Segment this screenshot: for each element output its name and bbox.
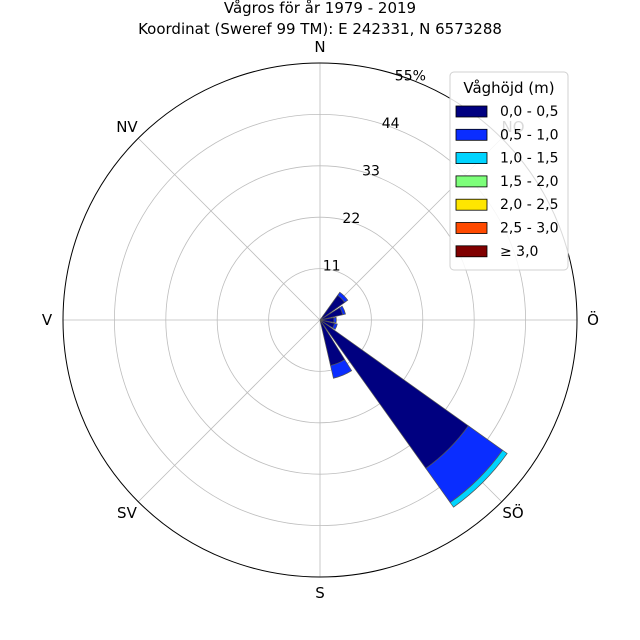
radial-tick-label: 55%: [395, 69, 426, 85]
direction-label: V: [42, 311, 53, 329]
bar-segment: [330, 359, 353, 379]
chart-title: Vågros för år 1979 - 2019: [224, 0, 416, 17]
direction-label: S: [315, 584, 325, 602]
direction-label: SÖ: [502, 503, 523, 522]
grid-ring: [216, 216, 424, 424]
legend-swatch: [455, 105, 488, 118]
polar-grid: [62, 62, 578, 578]
direction-label: N: [314, 38, 325, 56]
legend-entry-label: 1,0 - 1,5: [500, 151, 558, 167]
bar-segment: [332, 322, 338, 330]
radial-tick-label: 44: [382, 116, 400, 132]
grid-ring: [113, 113, 527, 527]
bar-segment: [339, 305, 346, 316]
bar-segment: [333, 316, 337, 324]
legend-title: Våghöjd (m): [463, 79, 554, 97]
legend-swatch: [455, 222, 488, 234]
outer-ring: [62, 62, 578, 578]
legend-swatch: [455, 198, 488, 211]
radial-tick-label: 22: [342, 211, 360, 227]
legend-entry-label: 1,5 - 2,0: [500, 174, 558, 190]
legend-swatch: [455, 175, 488, 188]
legend-swatch: [455, 128, 488, 141]
bar-segment: [337, 291, 349, 303]
legend-entry-label: ≥ 3,0: [500, 244, 538, 260]
direction-label: NV: [116, 118, 138, 136]
chart-subtitle: Koordinat (Sweref 99 TM): E 242331, N 65…: [138, 20, 502, 38]
legend-box: [449, 71, 569, 271]
grid-ring: [165, 165, 475, 475]
legend-swatch: [455, 152, 488, 165]
direction-label: SV: [117, 504, 138, 522]
bar-segment: [449, 449, 508, 508]
grid-spoke: [137, 137, 321, 321]
bar-segment: [319, 319, 469, 469]
legend: Våghöjd (m) 0,0 - 0,5 0,5 - 1,0 1,0 - 1,5 1,…: [449, 71, 569, 271]
direction-label: Ö: [587, 310, 599, 329]
radial-tick-label: 33: [362, 164, 380, 180]
legend-entry-label: 0,0 - 0,5: [500, 104, 558, 120]
legend-entry-label: 2,0 - 2,5: [500, 197, 558, 213]
radial-tick-label: 11: [323, 259, 341, 275]
legend-entry-label: 2,5 - 3,0: [500, 221, 558, 237]
legend-swatch: [455, 245, 488, 258]
legend-entry-label: 0,5 - 1,0: [500, 127, 558, 143]
wave-bars: [319, 291, 508, 508]
grid-spoke: [137, 319, 321, 503]
grid-ring: [268, 268, 372, 372]
